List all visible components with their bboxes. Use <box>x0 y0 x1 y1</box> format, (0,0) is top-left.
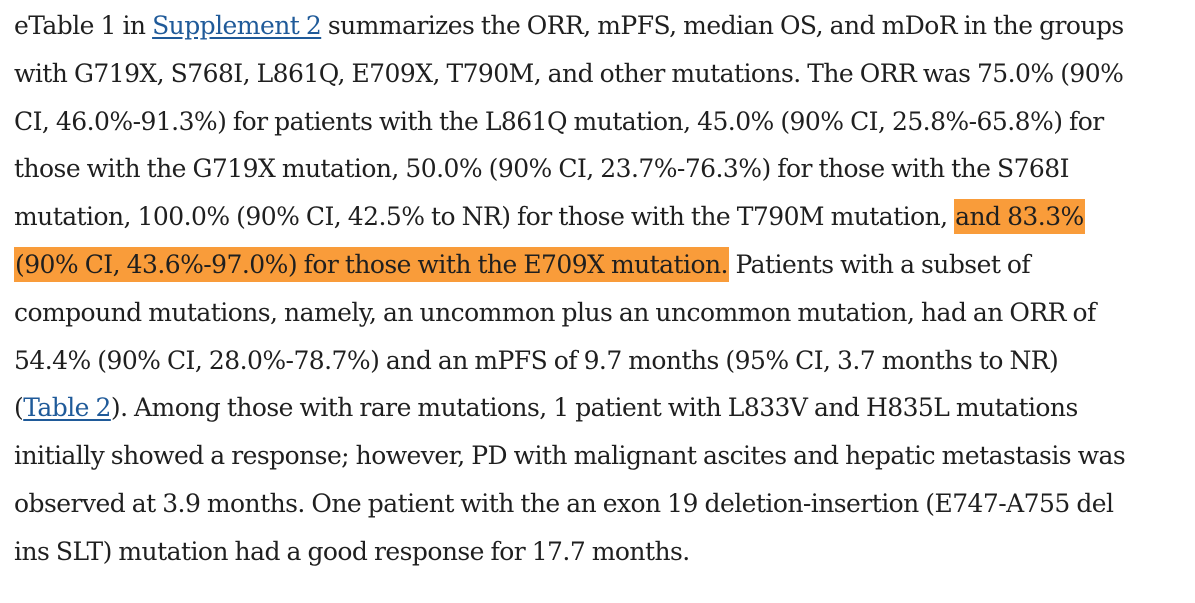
highlighted-text-part-1: and 83.3% <box>954 199 1085 235</box>
text-line-1: eTable 1 in Supplement 2 summarizes the … <box>14 2 1186 50</box>
line-9-tail: ). Among those with rare mutations, 1 pa… <box>110 393 1078 423</box>
supplement-2-link[interactable]: Supplement 2 <box>152 11 322 40</box>
line-1-tail: summarizes the ORR, mPFS, median OS, and… <box>321 11 1124 40</box>
line-9-lead: ( <box>14 393 24 423</box>
text-line-12: ins SLT) mutation had a good response fo… <box>14 536 690 566</box>
text-line-10: initially showed a response; however, PD… <box>14 441 1126 471</box>
text-line-11: observed at 3.9 months. One patient with… <box>14 488 1114 518</box>
text-line-6: (90% CI, 43.6%-97.0%) for those with the… <box>14 241 1186 289</box>
line-6-tail: Patients with a subset of <box>728 249 1031 279</box>
line-5-lead: mutation, 100.0% (90% CI, 42.5% to NR) f… <box>14 202 955 232</box>
text-line-7: compound mutations, namely, an uncommon … <box>14 297 1096 327</box>
table-2-link[interactable]: Table 2 <box>23 393 111 423</box>
highlighted-text-part-2: (90% CI, 43.6%-97.0%) for those with the… <box>14 246 729 282</box>
text-line-5: mutation, 100.0% (90% CI, 42.5% to NR) f… <box>14 193 1186 241</box>
article-paragraph: eTable 1 in Supplement 2 summarizes the … <box>14 2 1186 576</box>
text-line-4: those with the G719X mutation, 50.0% (90… <box>14 154 1070 184</box>
line-1-lead: eTable 1 in <box>14 11 153 40</box>
text-line-2: with G719X, S768I, L861Q, E709X, T790M, … <box>14 58 1124 88</box>
text-line-8: 54.4% (90% CI, 28.0%-78.7%) and an mPFS … <box>14 345 1059 375</box>
text-line-9: (Table 2). Among those with rare mutatio… <box>14 384 1186 432</box>
text-line-3: CI, 46.0%-91.3%) for patients with the L… <box>14 106 1104 136</box>
